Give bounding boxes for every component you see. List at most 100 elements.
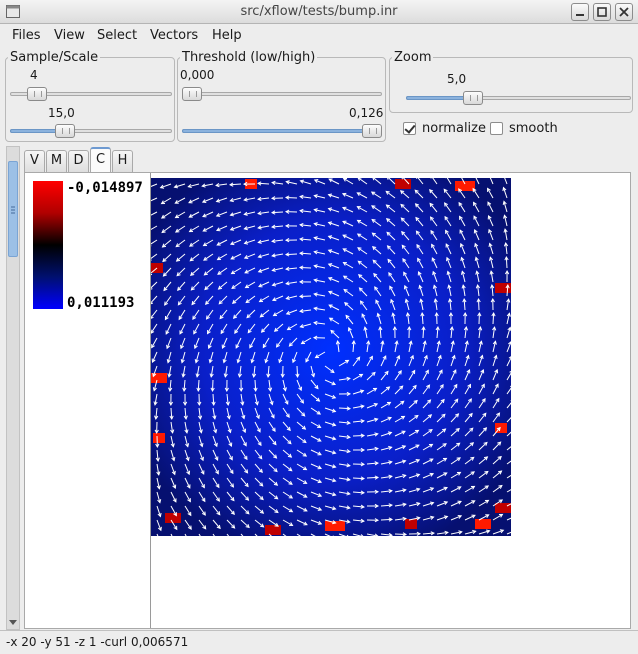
maximize-button[interactable]	[593, 3, 611, 21]
minimize-button[interactable]	[571, 3, 589, 21]
vector-arrowhead	[401, 230, 406, 236]
vector-arrow	[177, 281, 186, 291]
menu-vectors[interactable]: Vectors	[150, 28, 199, 43]
threshold-low-slider[interactable]	[182, 87, 382, 101]
vector-arrow	[422, 326, 425, 339]
vector-arrowhead	[360, 518, 365, 523]
vector-arrowhead	[342, 262, 347, 266]
menu-help[interactable]: Help	[212, 28, 242, 43]
zoom-slider[interactable]	[406, 91, 631, 105]
vector-arrow	[220, 323, 228, 334]
title-bar: src/xflow/tests/bump.inr	[0, 0, 638, 24]
curl-spot	[495, 283, 511, 293]
vector-arrow	[300, 196, 312, 199]
vector-arrow	[338, 533, 347, 536]
menu-files[interactable]: Files	[12, 28, 41, 43]
vector-arrow	[342, 220, 354, 227]
vector-arrow	[188, 197, 200, 204]
vector-arrowhead	[241, 415, 246, 420]
vector-arrow	[176, 253, 186, 262]
vector-arrowhead	[200, 456, 204, 462]
vertical-scrollbar[interactable]	[6, 146, 20, 630]
menu-select[interactable]: Select	[97, 28, 138, 43]
vector-arrowhead	[478, 340, 483, 345]
tab-d[interactable]: D	[68, 150, 89, 172]
vector-field-plot[interactable]	[151, 178, 511, 536]
vector-arrow	[506, 474, 511, 479]
vector-arrow	[444, 202, 452, 213]
vector-arrowhead	[450, 340, 455, 345]
vector-arrowhead	[229, 456, 233, 461]
vector-arrowhead	[157, 526, 162, 532]
vector-arrow	[415, 203, 424, 213]
vector-arrow	[282, 393, 289, 405]
vector-arrow	[212, 533, 215, 536]
vector-arrow	[357, 260, 368, 269]
vector-arrowhead	[173, 512, 177, 517]
scroll-down-arrow-icon[interactable]	[7, 617, 19, 627]
vector-arrowhead	[374, 446, 379, 452]
vector-arrowhead	[386, 401, 392, 406]
vector-arrowhead	[508, 356, 511, 359]
vector-arrowhead	[327, 276, 333, 281]
vector-arrow	[380, 431, 392, 437]
smooth-checkbox[interactable]: smooth	[490, 121, 570, 137]
vector-arrow	[170, 407, 173, 420]
vector-arrowhead	[159, 184, 165, 189]
vector-arrowhead	[271, 267, 276, 272]
vector-arrow	[324, 379, 336, 385]
vector-arrow	[258, 281, 270, 288]
tab-v[interactable]: V	[24, 150, 45, 172]
vector-arrow	[282, 463, 293, 472]
vector-arrow	[492, 499, 503, 507]
vector-arrowhead	[194, 359, 199, 364]
vector-arrowhead	[342, 178, 348, 182]
vector-arrowhead	[484, 470, 489, 475]
scale-slider[interactable]	[10, 124, 172, 138]
vector-arrowhead	[174, 214, 180, 219]
vector-arrow	[310, 463, 322, 469]
vector-arrow	[268, 477, 278, 486]
vector-arrow	[258, 267, 270, 273]
close-button[interactable]	[615, 3, 633, 21]
vector-arrow	[314, 237, 326, 241]
vector-arrowhead	[266, 373, 271, 378]
vector-arrowhead	[370, 191, 376, 196]
vector-arrowhead	[216, 256, 222, 261]
tab-c[interactable]: C	[90, 147, 111, 173]
sample-slider[interactable]	[10, 87, 172, 101]
menu-view[interactable]: View	[54, 28, 85, 43]
vector-arrow	[197, 379, 200, 392]
vector-arrow	[230, 211, 242, 216]
tab-h[interactable]: H	[112, 150, 133, 172]
vector-arrowhead	[264, 358, 269, 364]
vector-arrow	[380, 504, 393, 507]
smooth-check-box[interactable]	[490, 122, 503, 135]
vector-arrowhead	[453, 383, 458, 389]
vector-arrowhead	[166, 344, 171, 350]
vector-arrowhead	[459, 229, 464, 234]
normalize-check-box[interactable]	[403, 122, 416, 135]
vector-arrow	[506, 402, 511, 409]
normalize-checkbox[interactable]: normalize	[403, 121, 493, 137]
vector-arrow	[506, 387, 511, 395]
vector-arrowhead	[228, 442, 233, 448]
vector-arrow	[208, 337, 214, 349]
vector-arrowhead	[235, 344, 240, 349]
tab-m[interactable]: M	[46, 150, 67, 172]
vector-arrowhead	[202, 227, 207, 232]
vector-arrow	[478, 530, 490, 535]
vector-arrowhead	[378, 325, 383, 331]
vector-arrowhead	[168, 387, 173, 392]
vector-arrowhead	[204, 300, 210, 305]
vector-arrow	[436, 428, 446, 437]
vector-arrow	[286, 267, 298, 270]
vector-arrow	[436, 501, 448, 507]
threshold-high-slider[interactable]	[182, 124, 382, 138]
vector-arrowhead	[288, 508, 294, 513]
app-menu-icon[interactable]	[6, 5, 20, 18]
vector-arrow	[211, 379, 214, 392]
vector-arrow	[170, 505, 177, 516]
scrollbar-thumb[interactable]	[8, 161, 18, 257]
vector-arrow	[196, 365, 200, 377]
